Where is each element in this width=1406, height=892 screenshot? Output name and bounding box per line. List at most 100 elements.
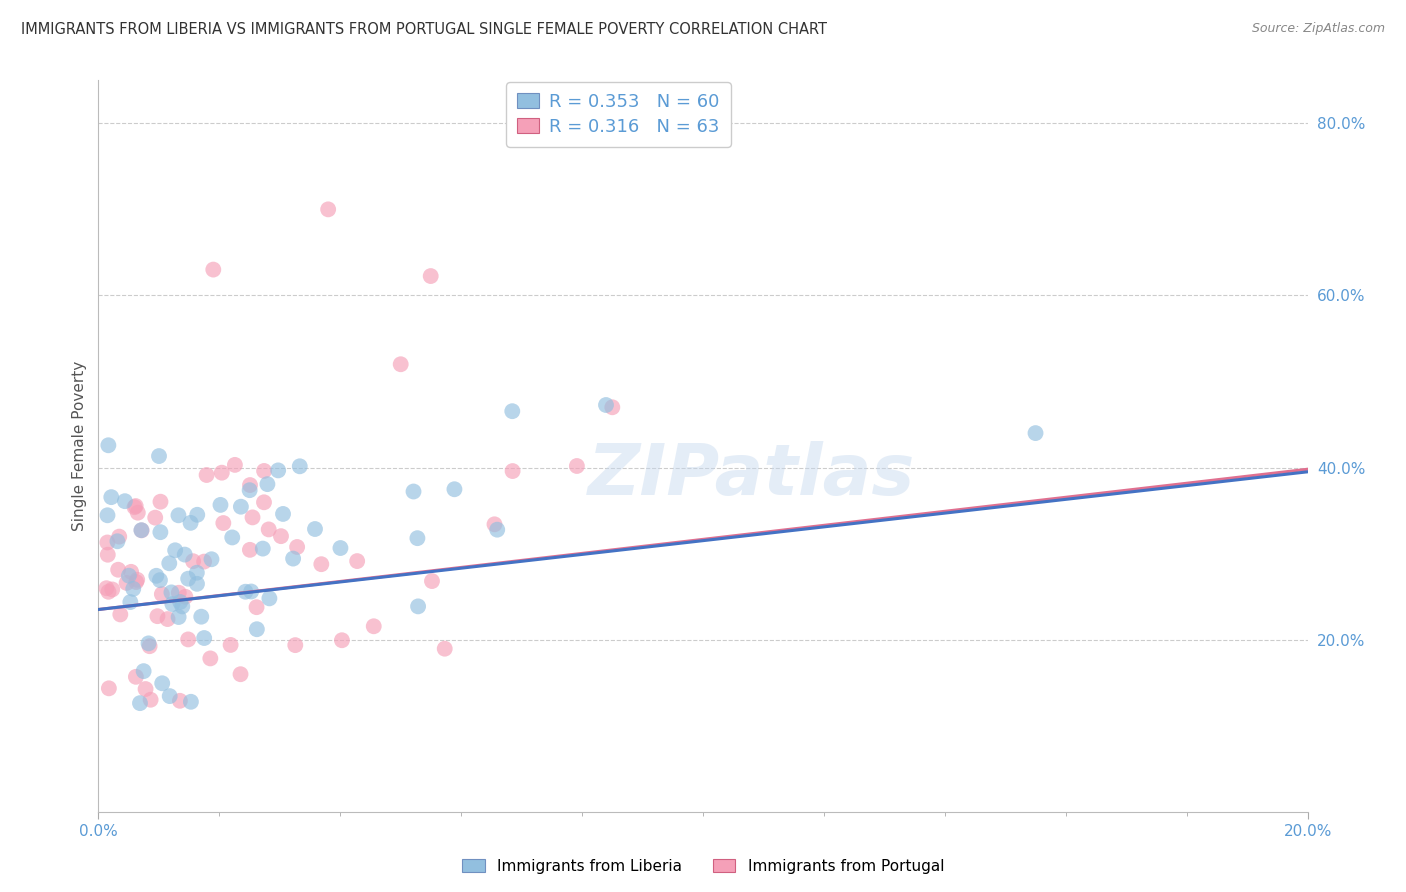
Point (107, 534, 129, 549)
Point (565, 458, 588, 473)
Point (97, 584, 120, 599)
Point (96, 535, 118, 549)
Point (195, 468, 218, 483)
Point (402, 484, 425, 499)
Point (127, 506, 149, 520)
Point (100, 490, 122, 504)
Point (252, 541, 274, 556)
Point (180, 695, 202, 709)
Point (159, 689, 181, 703)
Point (138, 636, 160, 650)
Point (115, 575, 138, 590)
Point (253, 464, 276, 478)
Point (502, 464, 524, 478)
Point (281, 551, 304, 566)
Legend: R = 0.353   N = 60, R = 0.316   N = 63: R = 0.353 N = 60, R = 0.316 N = 63 (506, 82, 731, 147)
Text: ZIPatlas: ZIPatlas (588, 441, 915, 509)
Point (256, 477, 278, 491)
Point (177, 572, 200, 586)
Point (219, 638, 242, 652)
Point (108, 530, 131, 544)
Point (193, 631, 215, 645)
Point (329, 541, 352, 555)
Point (114, 494, 136, 508)
Point (143, 510, 166, 524)
Point (419, 268, 441, 283)
Point (406, 531, 429, 545)
Point (229, 500, 252, 514)
Point (110, 607, 132, 622)
Point (145, 569, 167, 583)
Point (271, 507, 294, 521)
Point (157, 556, 180, 570)
Point (167, 508, 190, 523)
Point (122, 582, 145, 596)
Point (284, 638, 307, 652)
Point (267, 463, 290, 477)
Point (193, 555, 215, 569)
Point (433, 641, 456, 656)
Point (235, 584, 257, 599)
Point (501, 404, 523, 418)
Point (420, 574, 443, 588)
Point (165, 543, 187, 558)
Point (96, 581, 118, 595)
Point (124, 500, 146, 515)
Point (257, 523, 280, 537)
Point (148, 449, 170, 463)
Point (181, 554, 204, 568)
Point (169, 694, 191, 708)
Text: IMMIGRANTS FROM LIBERIA VS IMMIGRANTS FROM PORTUGAL SINGLE FEMALE POVERTY CORREL: IMMIGRANTS FROM LIBERIA VS IMMIGRANTS FR… (21, 22, 827, 37)
Point (146, 609, 169, 624)
Point (239, 483, 262, 498)
Y-axis label: Single Female Poverty: Single Female Poverty (72, 361, 87, 531)
Point (169, 595, 191, 609)
Point (167, 586, 190, 600)
Point (167, 610, 190, 624)
Point (270, 529, 292, 543)
Point (101, 582, 124, 597)
Point (239, 542, 262, 557)
Point (118, 568, 141, 582)
Point (212, 516, 235, 530)
Point (285, 540, 308, 554)
Point (240, 584, 263, 599)
Point (149, 573, 172, 587)
Point (125, 670, 148, 684)
Point (304, 522, 326, 536)
Point (172, 599, 194, 614)
Point (602, 401, 624, 415)
Point (132, 664, 155, 678)
Point (131, 524, 153, 538)
Point (125, 574, 148, 589)
Point (288, 459, 311, 474)
Point (186, 566, 208, 580)
Point (120, 565, 142, 579)
Point (311, 558, 333, 572)
Point (595, 398, 617, 412)
Point (242, 510, 264, 524)
Point (209, 498, 232, 512)
Point (97, 548, 120, 562)
Point (150, 676, 173, 690)
Point (186, 576, 208, 591)
Point (139, 692, 162, 706)
Point (180, 516, 202, 530)
Point (96, 508, 118, 523)
Point (211, 466, 233, 480)
Point (149, 525, 172, 540)
Point (138, 639, 160, 653)
Point (162, 597, 184, 611)
Point (202, 262, 225, 277)
Point (131, 523, 153, 537)
Point (221, 531, 243, 545)
Point (173, 548, 195, 562)
Point (190, 609, 212, 624)
Point (316, 202, 339, 217)
Point (174, 590, 197, 604)
Point (125, 499, 148, 513)
Point (160, 585, 183, 599)
Point (245, 600, 267, 615)
Point (97, 681, 120, 696)
Point (406, 599, 429, 614)
